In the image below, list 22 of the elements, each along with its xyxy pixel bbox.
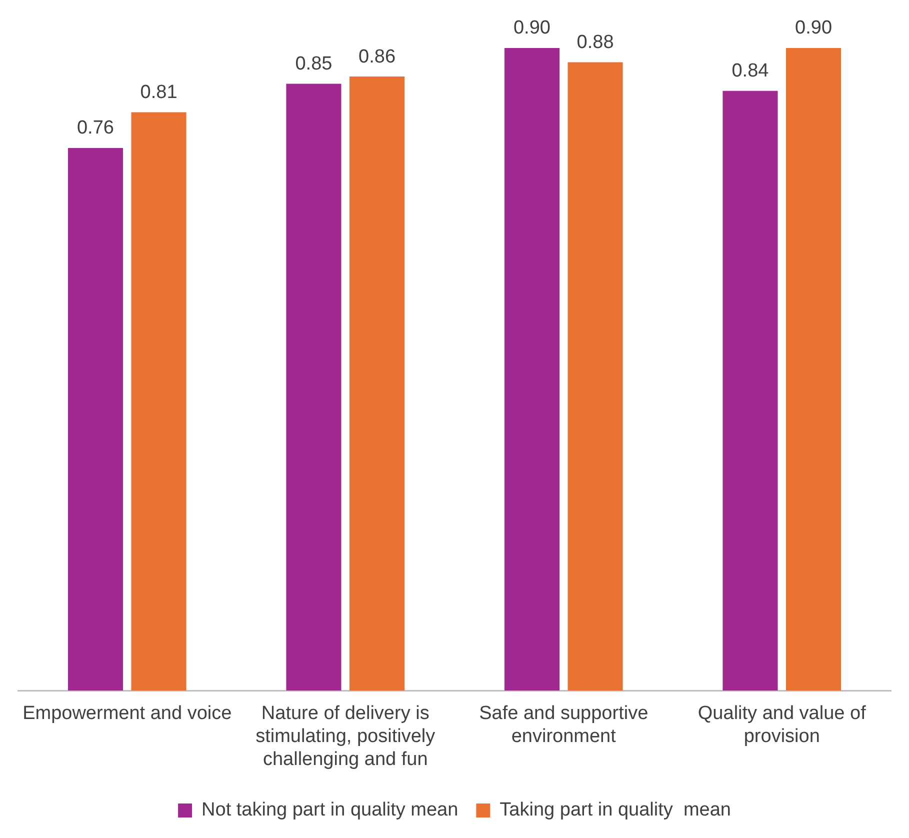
data-label: 0.86 [358, 46, 396, 68]
data-label: 0.85 [295, 53, 332, 74]
data-label: 0.90 [795, 18, 832, 39]
bar [722, 90, 778, 691]
bar [504, 48, 560, 691]
x-tick-label: Quality and value of provision [698, 703, 867, 748]
data-label: 0.84 [732, 60, 770, 82]
data-label: 0.88 [576, 32, 614, 54]
bar [286, 84, 342, 691]
data-label: 0.90 [513, 18, 550, 39]
x-tick-label: Empowerment and voice [22, 703, 232, 724]
legend-label: Taking part in quality mean [500, 800, 731, 821]
x-tick-label: Nature of delivery is stimulating, positively challenging and fun [256, 703, 436, 770]
bar [568, 62, 623, 691]
data-label: 0.76 [76, 118, 114, 139]
bar [131, 112, 186, 691]
bar [349, 76, 405, 691]
bar [786, 48, 842, 691]
data-label: 0.81 [140, 82, 178, 103]
x-tick-label: Safe and supportive environment [479, 703, 648, 748]
bar [68, 148, 124, 691]
legend-label: Not taking part in quality mean [202, 800, 458, 821]
